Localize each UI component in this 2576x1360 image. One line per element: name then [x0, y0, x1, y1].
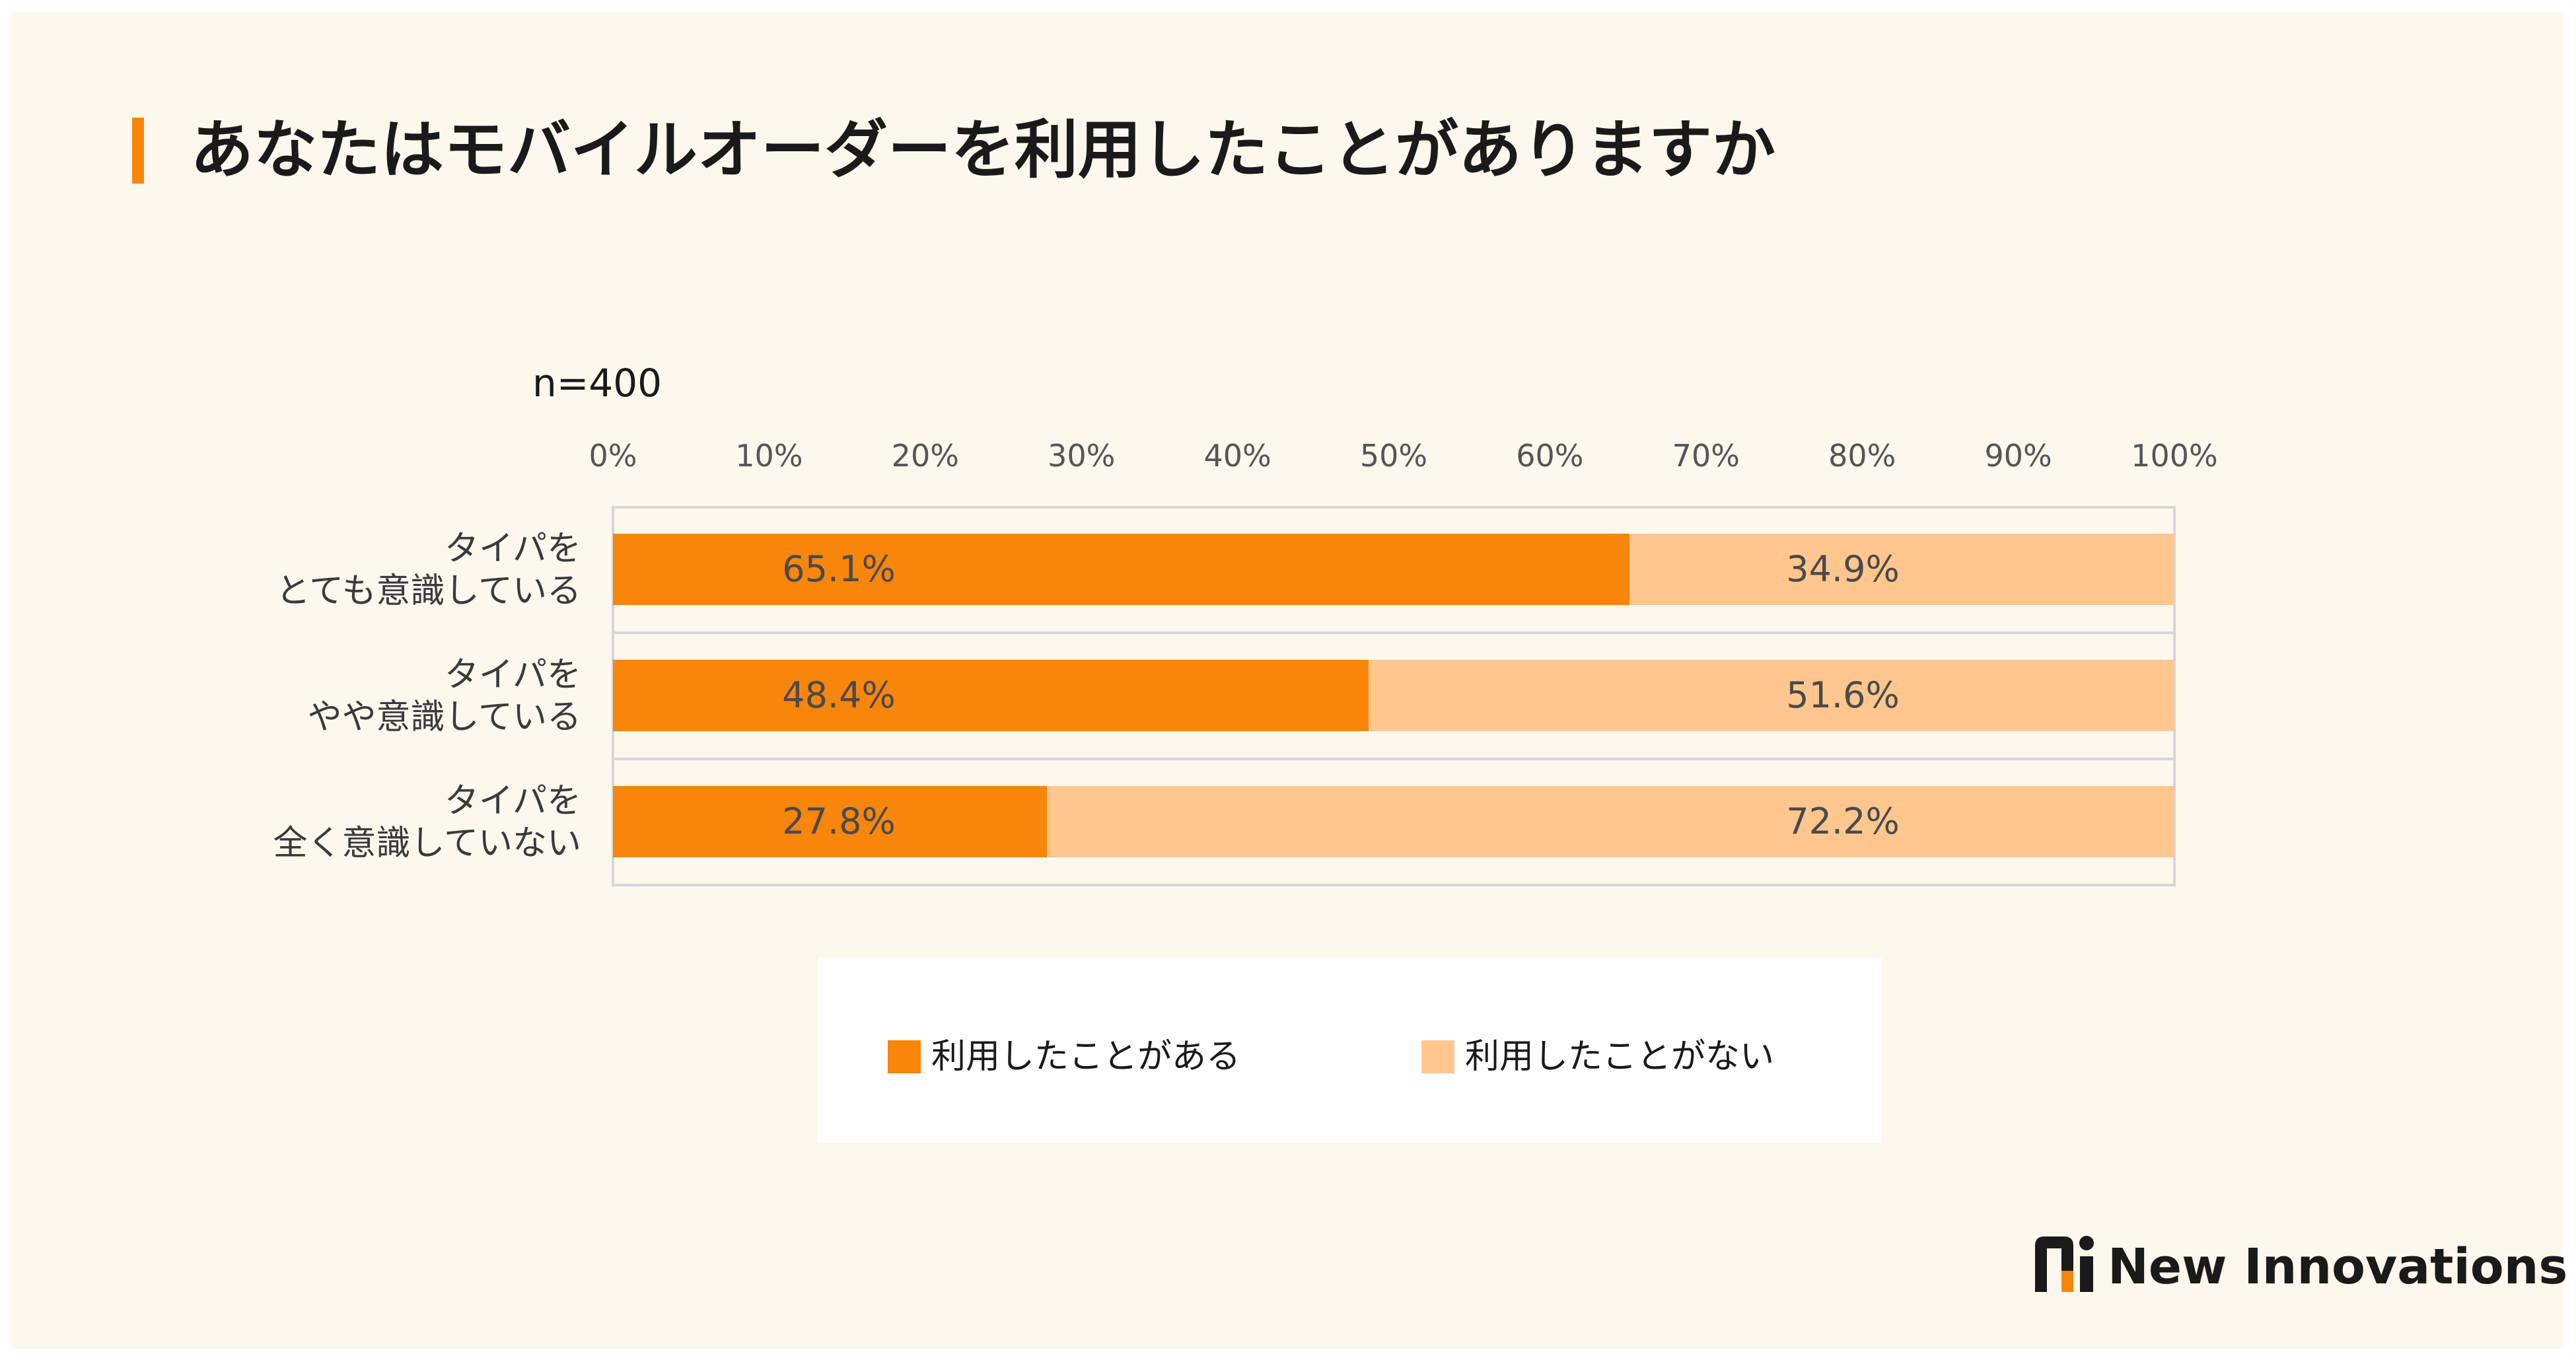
data-label-not-used: 51.6%	[1786, 674, 1900, 716]
bar-used	[613, 660, 1369, 731]
y-category-label-line: タイパを	[445, 655, 581, 695]
x-tick-label: 50%	[1360, 438, 1427, 474]
y-category-label: タイパを全く意識していない	[273, 781, 581, 863]
x-tick-label: 20%	[892, 438, 959, 474]
row-separators	[613, 631, 2174, 760]
bars	[613, 534, 2174, 857]
title-accent-bar	[132, 118, 144, 184]
data-label-used: 48.4%	[782, 674, 896, 716]
data-label-not-used: 72.2%	[1786, 801, 1900, 842]
data-label-used: 65.1%	[782, 548, 896, 590]
y-category-label-line: とても意識している	[276, 571, 581, 611]
legend: 利用したことがある 利用したことがない	[818, 958, 1881, 1143]
bar-not-used	[1369, 660, 2174, 731]
bar-not-used	[1629, 534, 2174, 605]
y-category-label: タイパをやや意識している	[308, 655, 581, 737]
x-tick-label: 40%	[1203, 438, 1271, 474]
sample-size-label: n=400	[532, 361, 662, 406]
bar-used	[613, 786, 1048, 857]
data-label-not-used: 34.9%	[1786, 548, 1900, 590]
y-category-label-line: 全く意識していない	[273, 824, 581, 863]
legend-swatch-not-used	[1421, 1040, 1454, 1073]
y-category-label: タイパをとても意識している	[276, 529, 581, 611]
x-tick-label: 60%	[1516, 438, 1583, 474]
y-category-label-line: タイパを	[445, 529, 581, 569]
x-tick-label: 0%	[589, 438, 637, 474]
brand-name: New Innovations	[2108, 1238, 2568, 1295]
y-category-label-line: やや意識している	[308, 698, 581, 737]
x-axis-ticks: 0% 10% 20% 30% 40% 50% 60% 70% 80% 90% 100%	[589, 438, 2218, 474]
x-tick-label: 80%	[1828, 438, 1896, 474]
legend-label-used: 利用したことがある	[931, 1037, 1241, 1077]
chart-title: あなたはモバイルオーダーを利用したことがありますか	[190, 113, 1775, 187]
bar-used	[613, 534, 1629, 605]
data-label-used: 27.8%	[782, 801, 896, 842]
legend-swatch-used	[888, 1040, 921, 1073]
y-category-label-line: タイパを	[445, 781, 581, 821]
bar-not-used	[1047, 786, 2174, 857]
x-tick-label: 100%	[2131, 438, 2218, 474]
new-innovations-logo-icon	[2035, 1236, 2094, 1292]
x-tick-label: 10%	[735, 438, 803, 474]
legend-label-not-used: 利用したことがない	[1465, 1037, 1775, 1077]
x-tick-label: 70%	[1672, 438, 1740, 474]
x-tick-label: 90%	[1984, 438, 2052, 474]
data-labels: 65.1% 34.9% 48.4% 51.6% 27.8% 72.2%	[782, 548, 1900, 842]
x-tick-label: 30%	[1048, 438, 1115, 474]
brand-logo: New Innovations	[2031, 1227, 2567, 1300]
